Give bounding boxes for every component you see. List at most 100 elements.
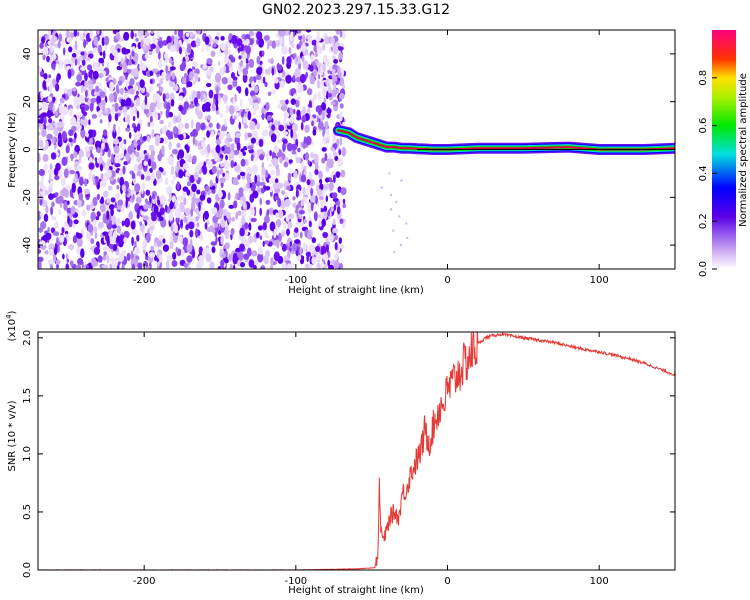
- noise-speck: [316, 39, 320, 49]
- noise-speck: [58, 209, 62, 216]
- noise-speck: [289, 30, 296, 33]
- noise-speck: [314, 155, 319, 165]
- noise-speck: [132, 177, 136, 185]
- snr-frame: [37, 331, 676, 571]
- noise-speck: [339, 78, 344, 86]
- noise-speck: [278, 30, 285, 37]
- noise-speck: [389, 193, 393, 197]
- noise-speck: [97, 73, 104, 79]
- noise-speck: [249, 121, 256, 131]
- noise-speck: [50, 43, 53, 54]
- noise-speck: [312, 128, 317, 136]
- noise-speck: [148, 252, 155, 258]
- noise-speck: [271, 67, 275, 76]
- colorbar-label: Normalized spectral amplitude: [738, 73, 749, 227]
- noise-speck: [184, 144, 189, 150]
- noise-speck: [120, 98, 124, 108]
- noise-speck: [50, 152, 57, 160]
- noise-speck: [334, 253, 339, 261]
- noise-speck: [140, 57, 143, 67]
- noise-speck: [195, 37, 201, 47]
- noise-speck: [322, 231, 329, 239]
- noise-speck: [302, 42, 306, 52]
- noise-speck: [289, 241, 293, 247]
- noise-speck: [87, 82, 92, 90]
- noise-speck: [270, 133, 277, 143]
- noise-speck: [116, 184, 120, 190]
- noise-speck: [197, 110, 203, 120]
- noise-speck: [219, 99, 222, 104]
- noise-speck: [189, 174, 195, 184]
- noise-speck: [126, 114, 131, 125]
- noise-speck: [113, 138, 119, 145]
- noise-speck: [206, 220, 210, 225]
- noise-speck: [239, 171, 246, 177]
- noise-speck: [92, 196, 98, 207]
- noise-speck: [226, 211, 231, 219]
- noise-speck: [84, 79, 89, 89]
- noise-speck: [77, 112, 82, 120]
- noise-speck: [300, 174, 307, 183]
- noise-speck: [90, 202, 94, 209]
- noise-speck: [262, 240, 265, 247]
- noise-speck: [113, 38, 119, 43]
- noise-speck: [293, 108, 296, 115]
- noise-speck: [185, 170, 190, 177]
- noise-speck: [210, 50, 216, 58]
- noise-speck: [144, 95, 148, 106]
- noise-speck: [71, 53, 77, 58]
- noise-speck: [70, 153, 74, 162]
- noise-speck: [272, 182, 279, 190]
- noise-speck: [186, 244, 193, 253]
- noise-speck: [110, 197, 116, 203]
- noise-speck: [76, 246, 81, 255]
- noise-speck: [202, 63, 208, 70]
- noise-speck: [286, 185, 291, 191]
- y-tick-label: 1.5: [22, 388, 33, 404]
- noise-speck: [248, 30, 255, 37]
- noise-speck: [333, 174, 336, 184]
- noise-speck: [219, 199, 225, 209]
- noise-speck: [245, 57, 249, 64]
- noise-speck: [295, 156, 301, 164]
- noise-speck: [243, 112, 247, 119]
- noise-speck: [123, 31, 130, 41]
- x-tick-label: -200: [133, 576, 156, 587]
- noise-speck: [169, 57, 172, 64]
- noise-speck: [183, 263, 189, 268]
- noise-speck: [270, 170, 275, 176]
- noise-speck: [228, 253, 232, 262]
- noise-speck: [68, 46, 73, 53]
- noise-speck: [182, 46, 185, 52]
- noise-speck: [59, 234, 65, 243]
- noise-speck: [68, 137, 73, 143]
- noise-speck: [112, 244, 118, 252]
- noise-speck: [88, 119, 91, 126]
- noise-speck: [99, 180, 107, 188]
- noise-speck: [320, 79, 323, 89]
- noise-speck: [310, 54, 315, 63]
- noise-speck: [81, 209, 87, 217]
- noise-speck: [155, 170, 162, 180]
- noise-speck: [322, 54, 328, 64]
- noise-speck: [333, 151, 337, 157]
- noise-speck: [339, 42, 345, 47]
- noise-speck: [62, 253, 65, 260]
- noise-speck: [213, 152, 219, 162]
- noise-speck: [204, 36, 210, 45]
- noise-speck: [63, 201, 68, 211]
- noise-speck: [289, 116, 295, 124]
- noise-speck: [215, 144, 221, 154]
- noise-speck: [115, 236, 122, 243]
- noise-speck: [133, 246, 140, 255]
- noise-speck: [268, 66, 271, 76]
- noise-speck: [41, 128, 47, 138]
- noise-speck: [316, 79, 321, 89]
- noise-speck: [292, 196, 296, 201]
- noise-speck: [101, 99, 106, 107]
- noise-speck: [281, 261, 287, 269]
- noise-speck: [211, 104, 216, 112]
- noise-speck: [161, 145, 165, 155]
- x-tick-label: 0: [444, 576, 450, 587]
- noise-speck: [286, 228, 290, 236]
